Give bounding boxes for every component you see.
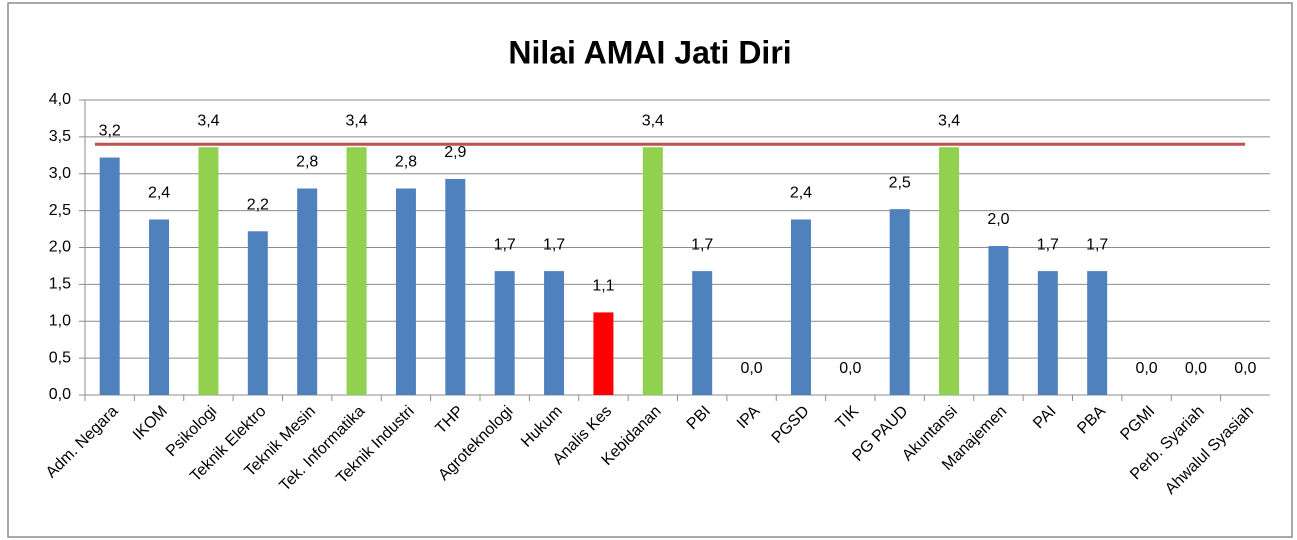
bar [988, 246, 1009, 395]
y-tick-label: 3,0 [49, 165, 71, 182]
y-tick-label: 0,5 [49, 349, 71, 366]
bar [297, 188, 318, 395]
bar [198, 147, 219, 395]
value-label: 2,2 [247, 196, 269, 213]
bar [642, 147, 663, 395]
value-label: 0,0 [740, 360, 762, 377]
value-label: 1,7 [494, 236, 516, 253]
value-label: 2,9 [444, 144, 466, 161]
bar [544, 271, 565, 395]
bar [346, 147, 367, 395]
y-tick-label: 0,0 [49, 386, 71, 403]
value-label: 1,7 [543, 236, 565, 253]
bar [692, 271, 713, 395]
y-tick-label: 2,0 [49, 239, 71, 256]
value-label: 3,4 [197, 112, 219, 129]
value-label: 2,8 [296, 154, 318, 171]
value-label: 0,0 [839, 360, 861, 377]
value-label: 3,4 [345, 112, 367, 129]
bar [593, 312, 614, 395]
value-label: 1,7 [1037, 236, 1059, 253]
y-tick-label: 1,0 [49, 312, 71, 329]
value-label: 1,7 [691, 236, 713, 253]
bar [889, 209, 910, 395]
value-label: 1,7 [1086, 236, 1108, 253]
bar [494, 271, 515, 395]
value-label: 1,1 [592, 278, 614, 295]
value-label: 0,0 [1135, 360, 1157, 377]
value-label: 3,4 [938, 112, 960, 129]
value-label: 2,4 [790, 185, 812, 202]
bar [1087, 271, 1108, 395]
value-label: 0,0 [1185, 360, 1207, 377]
bar [149, 219, 170, 395]
value-label: 2,8 [395, 154, 417, 171]
value-label: 0,0 [1234, 360, 1256, 377]
y-tick-label: 4,0 [49, 91, 71, 108]
bar [1037, 271, 1058, 395]
y-tick-label: 1,5 [49, 276, 71, 293]
value-label: 3,2 [99, 123, 121, 140]
value-label: 2,4 [148, 185, 170, 202]
bar [445, 178, 466, 395]
value-label: 2,5 [889, 174, 911, 191]
bar [99, 157, 120, 395]
bar [395, 188, 416, 395]
chart-title: Nilai AMAI Jati Diri [508, 34, 791, 70]
bar [939, 147, 960, 395]
value-label: 2,0 [987, 211, 1009, 228]
y-tick-label: 2,5 [49, 202, 71, 219]
bar [790, 219, 811, 395]
y-tick-label: 3,5 [49, 128, 71, 145]
bar [247, 231, 268, 395]
value-label: 3,4 [642, 112, 664, 129]
